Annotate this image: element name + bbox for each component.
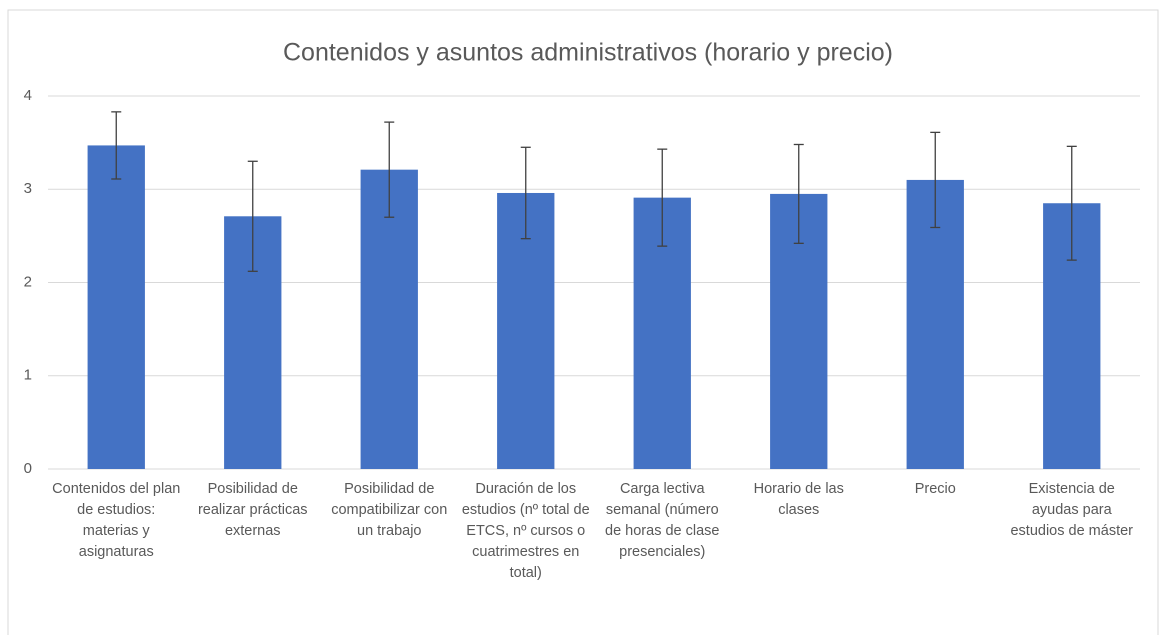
y-tick-label: 0 xyxy=(24,460,32,477)
x-tick-label: Carga lectiva semanal (número de horas d… xyxy=(605,481,720,560)
y-tick-label: 1 xyxy=(24,367,32,384)
chart-title: Contenidos y asuntos administrativos (ho… xyxy=(283,39,893,67)
x-tick-label: Horario de las clases xyxy=(753,481,844,518)
x-tick-label: Existencia de ayudas para estudios de má… xyxy=(1010,481,1133,539)
chart-border xyxy=(7,9,1159,635)
y-tick-label: 2 xyxy=(24,273,32,290)
x-tick-label: Duración de los estudios (nº total de ET… xyxy=(461,481,590,581)
x-tick-label: Contenidos del plan de estudios: materia… xyxy=(52,481,181,560)
x-tick-label: Posibilidad de compatibilizar con un tra… xyxy=(331,481,448,539)
bar xyxy=(360,169,418,470)
y-tick-label: 4 xyxy=(24,87,32,104)
x-tick-label: Precio xyxy=(914,481,956,497)
y-tick-label: 3 xyxy=(24,180,32,197)
x-tick-label: Posibilidad de realizar prácticas extern… xyxy=(197,481,308,539)
bar xyxy=(87,145,145,470)
